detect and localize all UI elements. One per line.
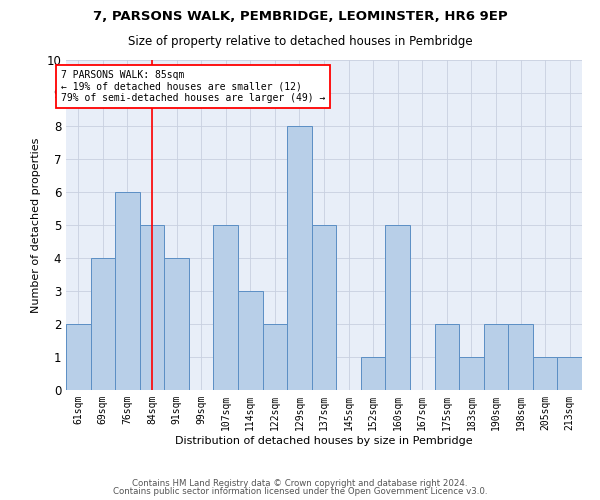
Y-axis label: Number of detached properties: Number of detached properties bbox=[31, 138, 41, 312]
Bar bbox=[140, 225, 164, 390]
Bar bbox=[434, 324, 459, 390]
Bar bbox=[459, 357, 484, 390]
Bar bbox=[508, 324, 533, 390]
Bar bbox=[214, 225, 238, 390]
Text: Contains HM Land Registry data © Crown copyright and database right 2024.: Contains HM Land Registry data © Crown c… bbox=[132, 478, 468, 488]
Text: 7 PARSONS WALK: 85sqm
← 19% of detached houses are smaller (12)
79% of semi-deta: 7 PARSONS WALK: 85sqm ← 19% of detached … bbox=[61, 70, 325, 103]
Bar bbox=[484, 324, 508, 390]
Text: Size of property relative to detached houses in Pembridge: Size of property relative to detached ho… bbox=[128, 35, 472, 48]
Bar bbox=[164, 258, 189, 390]
Bar bbox=[533, 357, 557, 390]
Bar bbox=[312, 225, 336, 390]
Bar bbox=[557, 357, 582, 390]
Bar bbox=[238, 291, 263, 390]
Bar bbox=[91, 258, 115, 390]
Bar bbox=[287, 126, 312, 390]
Bar bbox=[66, 324, 91, 390]
Bar bbox=[385, 225, 410, 390]
Bar bbox=[361, 357, 385, 390]
Bar bbox=[115, 192, 140, 390]
Text: Contains public sector information licensed under the Open Government Licence v3: Contains public sector information licen… bbox=[113, 487, 487, 496]
X-axis label: Distribution of detached houses by size in Pembridge: Distribution of detached houses by size … bbox=[175, 436, 473, 446]
Bar bbox=[263, 324, 287, 390]
Text: 7, PARSONS WALK, PEMBRIDGE, LEOMINSTER, HR6 9EP: 7, PARSONS WALK, PEMBRIDGE, LEOMINSTER, … bbox=[92, 10, 508, 23]
